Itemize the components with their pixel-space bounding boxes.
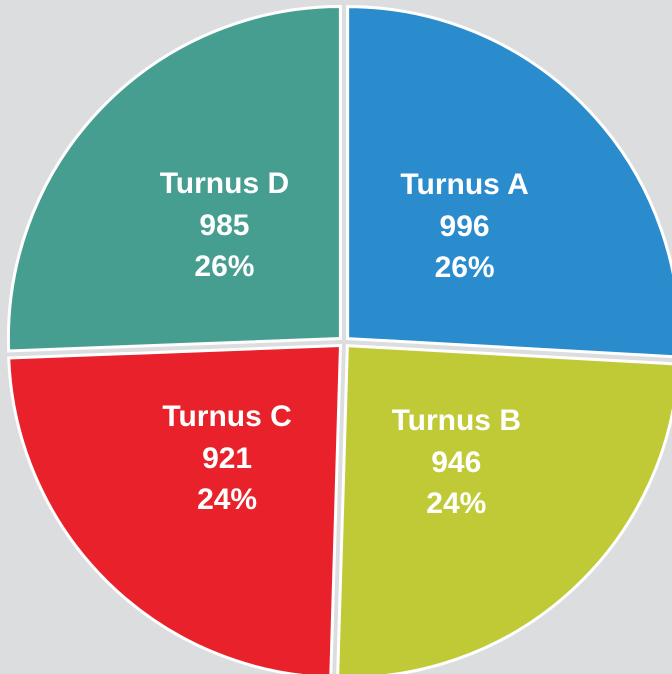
slice-percent: 24% — [426, 487, 486, 520]
slice-percent: 26% — [435, 251, 495, 284]
slice-percent: 24% — [197, 483, 257, 516]
slice-value: 946 — [431, 446, 481, 479]
slice-value: 985 — [199, 209, 249, 242]
slice-category: Turnus B — [392, 404, 521, 437]
pie-slice — [346, 5, 672, 359]
pie-slice — [7, 343, 343, 674]
slice-category: Turnus A — [400, 168, 528, 201]
slice-percent: 26% — [194, 250, 254, 283]
slice-category: Turnus D — [160, 167, 289, 200]
slice-category: Turnus C — [162, 400, 291, 433]
slice-value: 996 — [440, 210, 490, 243]
pie-slice — [336, 344, 672, 674]
slice-value: 921 — [202, 442, 252, 475]
pie-slice — [6, 5, 342, 353]
